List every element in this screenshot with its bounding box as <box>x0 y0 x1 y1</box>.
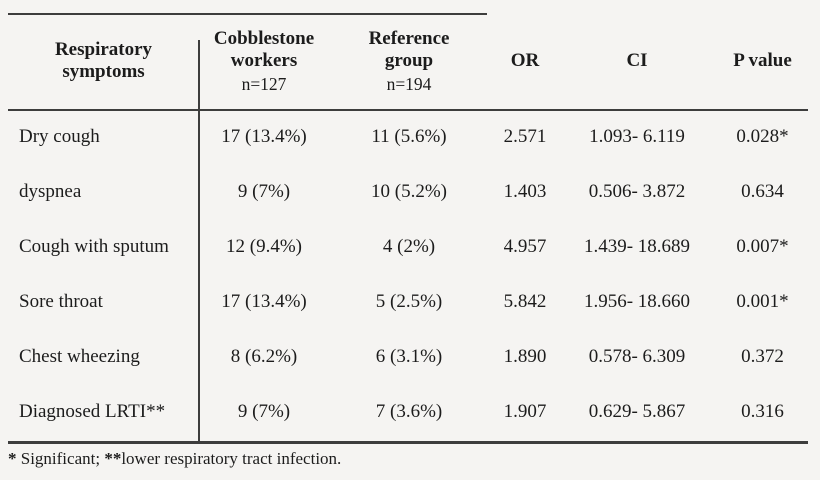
footnote-lrti-text: lower respiratory tract infection. <box>121 449 342 468</box>
cell-reference: 7 (3.6%) <box>375 400 443 422</box>
table-body: Dry cough 17 (13.4%) 11 (5.6%) 2.571 1.0… <box>8 109 812 439</box>
cell-symptom: Sore throat <box>19 290 103 312</box>
cell-ci: 0.578- 6.309 <box>588 345 686 367</box>
table-row: Chest wheezing 8 (6.2%) 6 (3.1%) 1.890 0… <box>8 329 812 384</box>
header-cobblestone-n: n=127 <box>241 73 287 94</box>
cell-or: 2.571 <box>503 125 547 147</box>
header-symptoms: Respiratory symptoms <box>8 13 199 109</box>
cell-or: 1.907 <box>503 400 547 422</box>
cell-ci: 1.093- 6.119 <box>589 125 685 147</box>
cell-cobblestone: 17 (13.4%) <box>221 290 307 312</box>
cell-p-value: 0.634 <box>741 180 784 202</box>
table-row: Sore throat 17 (13.4%) 5 (2.5%) 5.842 1.… <box>8 274 812 329</box>
cell-ci: 1.956- 18.660 <box>583 290 691 312</box>
cell-p-value: 0.372 <box>741 345 784 367</box>
table-header: Respiratory symptoms Cobblestone workers… <box>8 13 812 109</box>
cell-cobblestone: 9 (7%) <box>237 180 291 202</box>
footnote-lrti-marker: ** <box>104 449 122 468</box>
cell-or: 1.403 <box>503 180 547 202</box>
cell-symptom: Diagnosed LRTI** <box>19 400 166 422</box>
header-p-value: P value <box>733 49 792 71</box>
cell-symptom: dyspnea <box>19 180 82 202</box>
header-cobblestone-workers: Cobblestone workers n=127 <box>199 13 329 109</box>
header-reference-group: Reference group n=194 <box>329 13 489 109</box>
table-footnote: * Significant; **lower respiratory tract… <box>8 449 341 469</box>
cell-cobblestone: 17 (13.4%) <box>221 125 307 147</box>
cell-reference: 4 (2%) <box>382 235 436 257</box>
table-row: dyspnea 9 (7%) 10 (5.2%) 1.403 0.506- 3.… <box>8 164 812 219</box>
header-symptoms-label: Respiratory symptoms <box>54 38 153 82</box>
cell-symptom: Cough with sputum <box>19 235 169 257</box>
table-row: Diagnosed LRTI** 9 (7%) 7 (3.6%) 1.907 0… <box>8 384 812 439</box>
cell-or: 1.890 <box>503 345 547 367</box>
footnote-significant-marker: * <box>8 449 17 468</box>
cell-reference: 11 (5.6%) <box>371 125 447 147</box>
cell-ci: 1.439- 18.689 <box>583 235 691 257</box>
cell-reference: 10 (5.2%) <box>371 180 447 202</box>
cell-cobblestone: 12 (9.4%) <box>226 235 302 257</box>
cell-cobblestone: 8 (6.2%) <box>230 345 298 367</box>
table-row: Dry cough 17 (13.4%) 11 (5.6%) 2.571 1.0… <box>8 109 812 164</box>
cell-p-value: 0.316 <box>741 400 784 422</box>
header-row: Respiratory symptoms Cobblestone workers… <box>8 13 812 109</box>
footnote-significant-text: Significant; <box>16 449 105 468</box>
cell-p-value: 0.001* <box>736 290 789 312</box>
header-reference-title: Reference group <box>368 27 450 72</box>
cell-ci: 0.506- 3.872 <box>588 180 686 202</box>
cell-symptom: Chest wheezing <box>19 345 140 367</box>
cell-p-value: 0.007* <box>736 235 789 257</box>
column-divider-rule <box>198 40 200 443</box>
table-bottom-rule <box>8 441 808 444</box>
top-rule <box>8 13 487 15</box>
header-or: OR <box>510 49 540 71</box>
header-ci: CI <box>626 49 648 71</box>
header-reference-n: n=194 <box>386 73 432 94</box>
cell-or: 4.957 <box>503 235 547 257</box>
cell-cobblestone: 9 (7%) <box>237 400 291 422</box>
cell-p-value: 0.028* <box>736 125 789 147</box>
table-row: Cough with sputum 12 (9.4%) 4 (2%) 4.957… <box>8 219 812 274</box>
statistics-table: Respiratory symptoms Cobblestone workers… <box>8 13 812 439</box>
header-cobblestone-title: Cobblestone workers <box>213 27 315 72</box>
cell-ci: 0.629- 5.867 <box>588 400 686 422</box>
cell-or: 5.842 <box>503 290 547 312</box>
cell-symptom: Dry cough <box>19 125 100 147</box>
header-bottom-rule <box>8 109 808 111</box>
cell-reference: 6 (3.1%) <box>375 345 443 367</box>
cell-reference: 5 (2.5%) <box>375 290 443 312</box>
